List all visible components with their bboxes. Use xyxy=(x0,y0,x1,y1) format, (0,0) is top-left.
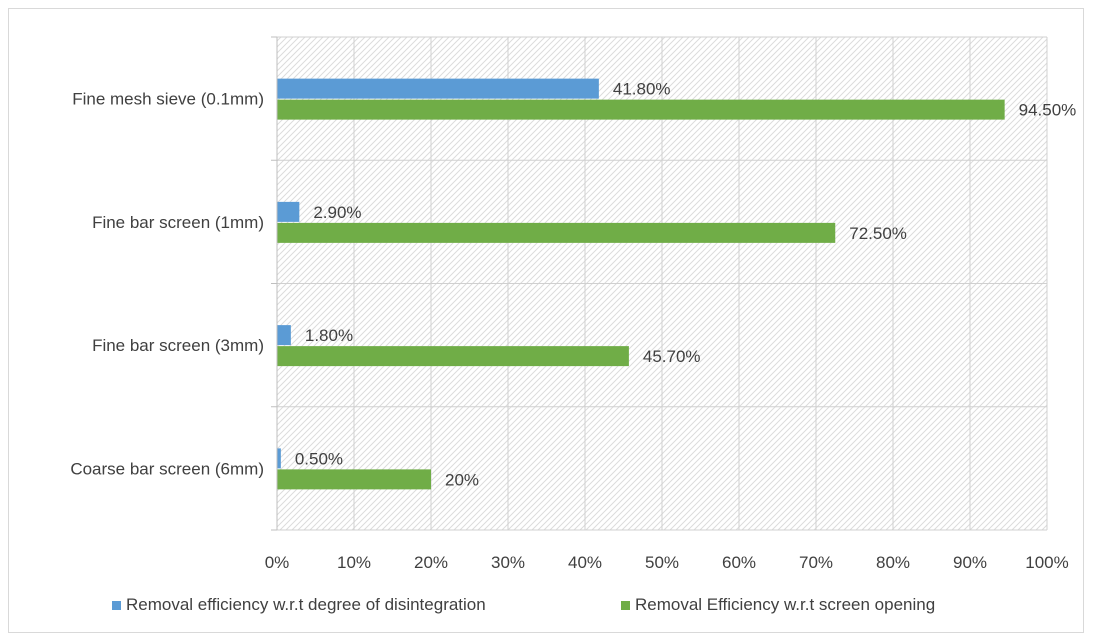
x-tick-label: 70% xyxy=(799,553,833,572)
chart-frame: 0.50% 20% Coarse bar screen (6mm) 1.80% 45.7… xyxy=(8,8,1084,633)
bar-disintegration xyxy=(277,201,300,222)
category-label: Fine bar screen (3mm) xyxy=(92,336,264,355)
bar-disintegration xyxy=(277,325,291,346)
bar-screen-opening xyxy=(277,222,836,243)
data-label: 45.70% xyxy=(643,347,701,366)
x-tick-label: 0% xyxy=(265,553,290,572)
bar-disintegration xyxy=(277,78,599,99)
legend-label: Removal Efficiency w.r.t screen opening xyxy=(635,595,935,614)
legend-label: Removal efficiency w.r.t degree of disin… xyxy=(126,595,486,614)
x-tick-label: 60% xyxy=(722,553,756,572)
bar-chart: 0.50% 20% Coarse bar screen (6mm) 1.80% 45.7… xyxy=(70,36,1077,614)
bar-screen-opening xyxy=(277,469,431,490)
data-label: 0.50% xyxy=(295,449,343,468)
legend-swatch xyxy=(112,601,121,610)
category-label: Fine bar screen (1mm) xyxy=(92,213,264,232)
data-label: 94.50% xyxy=(1019,101,1077,120)
x-tick-label: 10% xyxy=(337,553,371,572)
bar-screen-opening xyxy=(277,346,629,367)
data-label: 2.90% xyxy=(313,203,361,222)
x-tick-label: 30% xyxy=(491,553,525,572)
data-label: 72.50% xyxy=(849,224,907,243)
data-label: 41.80% xyxy=(613,80,671,99)
category-label: Fine mesh sieve (0.1mm) xyxy=(72,90,264,109)
bar-screen-opening xyxy=(277,99,1005,120)
x-tick-label: 50% xyxy=(645,553,679,572)
x-tick-label: 80% xyxy=(876,553,910,572)
x-tick-label: 40% xyxy=(568,553,602,572)
data-label: 1.80% xyxy=(305,326,353,345)
x-tick-label: 90% xyxy=(953,553,987,572)
x-tick-label: 20% xyxy=(414,553,448,572)
legend-swatch xyxy=(621,601,630,610)
x-tick-label: 100% xyxy=(1025,553,1068,572)
category-label: Coarse bar screen (6mm) xyxy=(70,459,264,478)
bar-disintegration xyxy=(277,448,281,469)
data-label: 20% xyxy=(445,470,479,489)
